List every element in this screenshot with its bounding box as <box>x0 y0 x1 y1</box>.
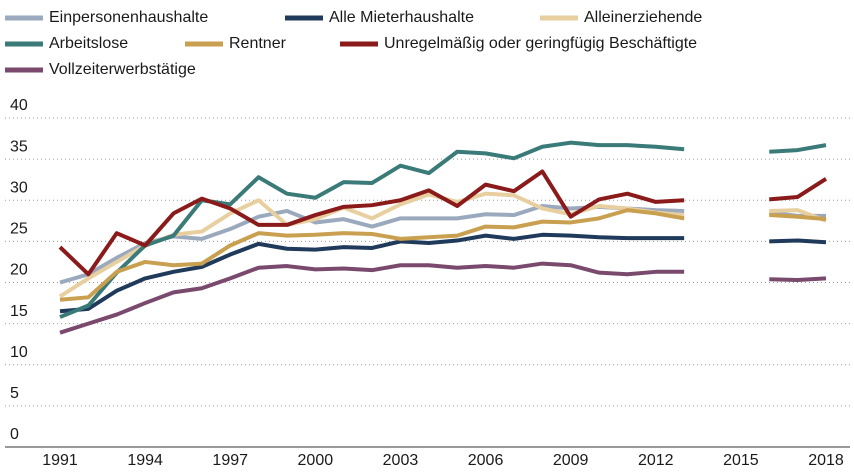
series-line <box>59 232 827 314</box>
x-tick-label: 2015 <box>723 452 759 469</box>
y-tick-label: 5 <box>10 385 19 402</box>
x-tick-label: 1997 <box>212 452 248 469</box>
y-tick-label: 40 <box>10 97 28 114</box>
y-tick-label: 15 <box>10 303 28 320</box>
legend-label: Alle Mieterhaushalte <box>329 9 474 26</box>
x-tick-label: 1994 <box>127 452 163 469</box>
x-tick-label: 2006 <box>468 452 504 469</box>
y-tick-label: 20 <box>10 262 28 279</box>
y-tick-label: 30 <box>10 179 28 196</box>
x-tick-label: 2009 <box>553 452 589 469</box>
legend-label: Unregelmäßig oder geringfügig Beschäftig… <box>384 35 697 52</box>
y-tick-label: 35 <box>10 138 28 155</box>
x-tick-label: 2003 <box>383 452 419 469</box>
legend-label: Einpersonenhaushalte <box>49 9 208 26</box>
legend-label: Alleinerziehende <box>584 9 702 26</box>
series-line <box>59 208 827 302</box>
x-tick-label: 1991 <box>42 452 78 469</box>
x-tick-label: 2000 <box>298 452 334 469</box>
legend-label: Arbeitslose <box>49 35 128 52</box>
y-tick-label: 25 <box>10 221 28 238</box>
x-tick-label: 2018 <box>808 452 844 469</box>
x-tick-label: 2012 <box>638 452 674 469</box>
legend-label: Rentner <box>229 35 287 52</box>
legend-label: Vollzeiterwerbstätige <box>49 61 196 78</box>
series-line <box>58 191 827 299</box>
series-line <box>59 261 827 335</box>
series-line <box>59 140 827 319</box>
series-line <box>58 169 828 277</box>
y-tick-label: 10 <box>10 344 28 361</box>
y-tick-label: 0 <box>10 426 19 443</box>
